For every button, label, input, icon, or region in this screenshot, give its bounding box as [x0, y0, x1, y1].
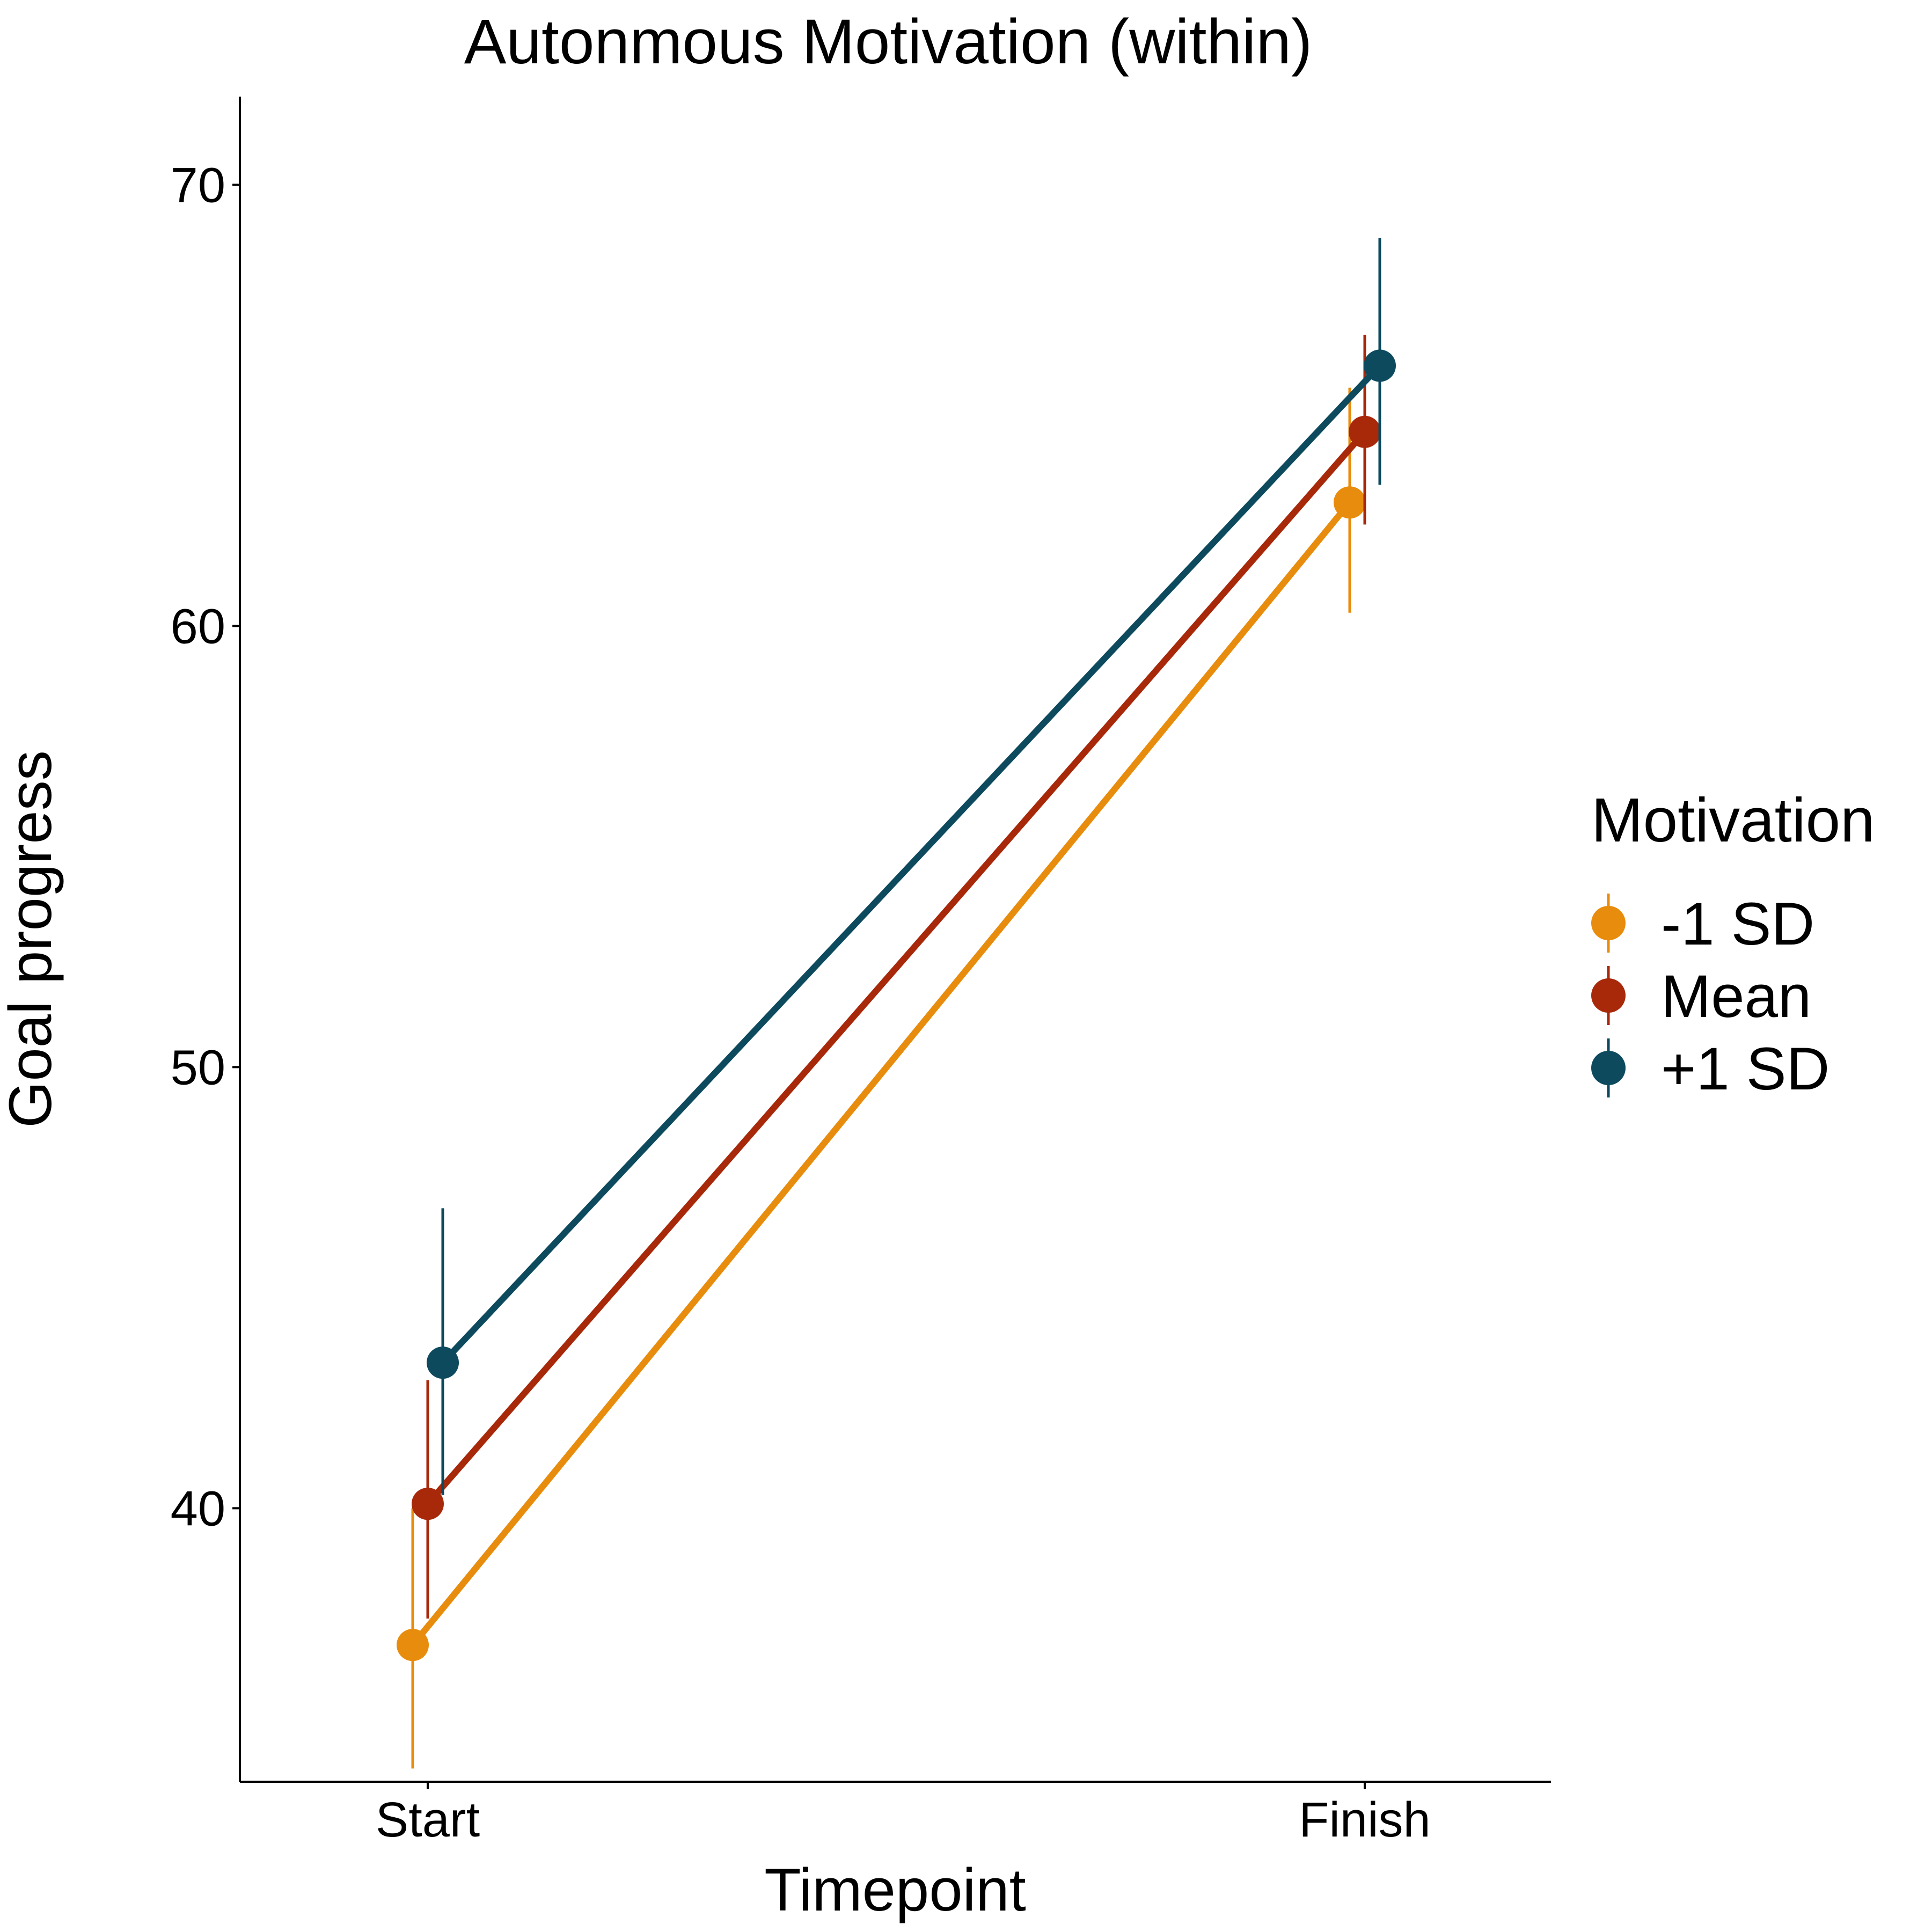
- series-line: [425, 429, 1367, 1506]
- legend-key: [1591, 906, 1626, 940]
- y-axis-ticks: 40 50 60 70: [171, 158, 240, 1536]
- x-axis-title: Timepoint: [764, 1856, 1026, 1923]
- plot-area: [397, 238, 1396, 1769]
- series-1: [397, 387, 1366, 1769]
- data-point: [397, 1629, 429, 1662]
- legend-label: Mean: [1661, 963, 1811, 1030]
- legend-key: [1591, 978, 1626, 1013]
- legend-item: +1 SD: [1591, 1035, 1829, 1102]
- y-tick-label: 60: [171, 599, 225, 654]
- legend-label: -1 SD: [1661, 890, 1814, 957]
- y-tick-label: 40: [171, 1481, 225, 1536]
- series-line: [410, 500, 1352, 1647]
- series-3: [427, 238, 1396, 1495]
- data-point: [1349, 415, 1381, 448]
- data-point: [412, 1488, 444, 1520]
- x-tick-label: Finish: [1299, 1792, 1430, 1847]
- series-line: [440, 363, 1382, 1365]
- data-point: [427, 1346, 459, 1379]
- x-tick-label: Start: [376, 1792, 480, 1847]
- series-2: [412, 334, 1381, 1619]
- data-point: [1334, 486, 1366, 519]
- legend-label: +1 SD: [1661, 1035, 1829, 1102]
- data-point: [1364, 349, 1396, 382]
- chart-title: Autonmous Motivation (within): [464, 6, 1313, 77]
- legend-item: Mean: [1591, 963, 1811, 1030]
- legend-key: [1591, 1051, 1626, 1085]
- y-tick-label: 50: [171, 1040, 225, 1095]
- x-axis-ticks: Start Finish: [376, 1782, 1431, 1847]
- y-axis-title: Goal progress: [0, 750, 64, 1128]
- y-tick-label: 70: [171, 158, 225, 213]
- legend-title: Motivation: [1591, 785, 1875, 855]
- legend-item: -1 SD: [1591, 890, 1814, 957]
